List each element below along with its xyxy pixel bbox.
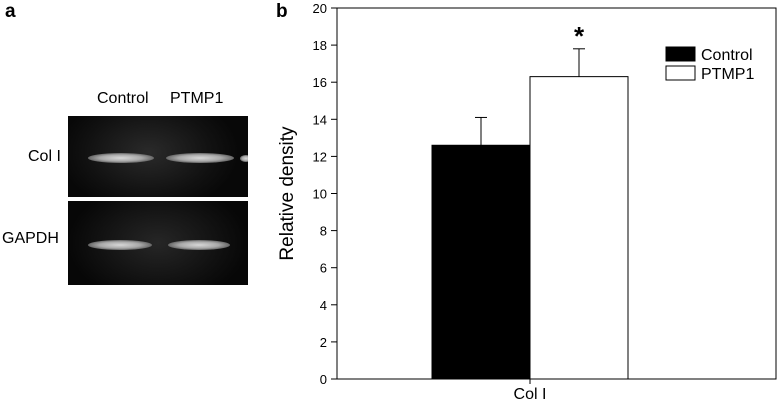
gel-row-label-gapdh: GAPDH [2, 230, 59, 247]
bar-control [431, 144, 531, 380]
y-tick-label-18: 18 [313, 38, 327, 53]
gel-band-ptmp1-gapdh [168, 240, 230, 250]
significance-marker: * [574, 21, 585, 51]
bar-ptmp1 [529, 76, 629, 380]
y-axis-label: Relative density [277, 126, 298, 261]
legend-swatch-ptmp1 [665, 65, 696, 81]
y-tick-label-0: 0 [320, 372, 327, 387]
gel-band-control-col1 [88, 153, 154, 163]
y-tick-label-2: 2 [320, 335, 327, 350]
panel-b-letter: b [276, 1, 288, 22]
y-tick-label-16: 16 [313, 75, 327, 90]
panel-a-letter: a [5, 1, 16, 22]
legend-label-control: Control [701, 47, 753, 64]
lane-label-ptmp1: PTMP1 [170, 90, 224, 107]
gel-image-col1 [68, 116, 248, 197]
y-tick-label-6: 6 [320, 261, 327, 276]
gel-row-label-col1: Col I [28, 148, 61, 165]
y-tick-label-12: 12 [313, 149, 327, 164]
legend-label-ptmp1: PTMP1 [701, 66, 754, 83]
y-tick-label-20: 20 [313, 1, 327, 16]
gel-image-gapdh [68, 201, 248, 285]
lane-label-control: Control [97, 90, 149, 107]
y-tick-label-8: 8 [320, 224, 327, 239]
x-category-label: Col I [514, 386, 547, 403]
legend-swatch-control [665, 46, 696, 62]
gel-band-control-gapdh [88, 240, 152, 250]
chart-plot-area: 0 2 4 6 8 10 12 14 16 18 20 Relative density * Col I C… [277, 1, 777, 403]
y-tick-label-4: 4 [320, 298, 327, 313]
y-tick-label-14: 14 [313, 112, 327, 127]
gel-band-edge-col1 [240, 155, 248, 162]
y-tick-label-10: 10 [313, 187, 327, 202]
gel-band-ptmp1-col1 [166, 153, 234, 163]
